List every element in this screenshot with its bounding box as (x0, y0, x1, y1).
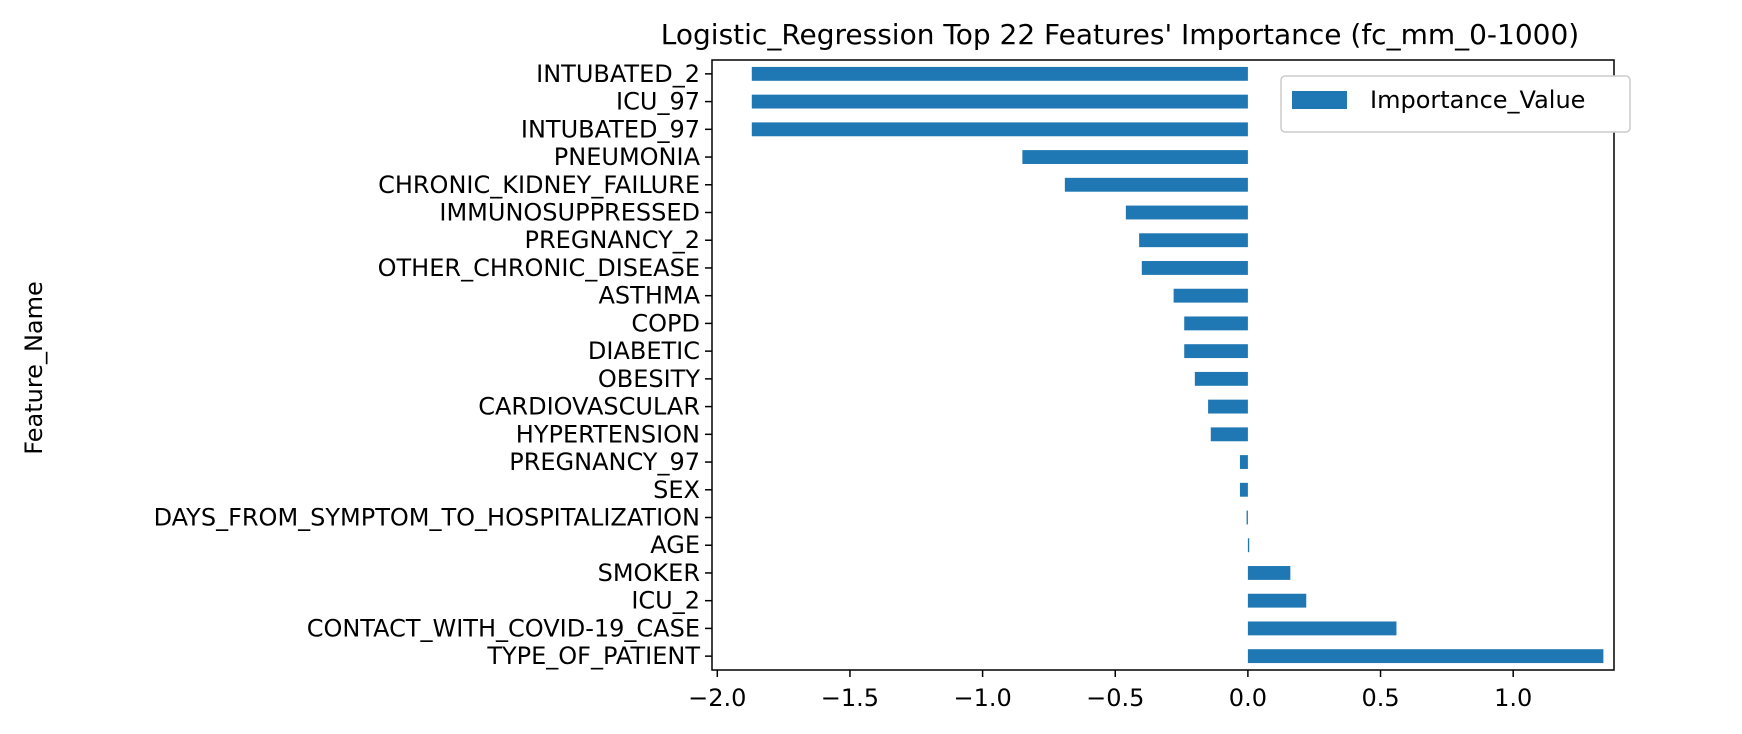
y-tick-label: CHRONIC_KIDNEY_FAILURE (378, 171, 700, 199)
y-tick-label: CARDIOVASCULAR (478, 393, 700, 421)
y-tick-label: PREGNANCY_97 (509, 448, 700, 476)
y-tick-label: DAYS_FROM_SYMPTOM_TO_HOSPITALIZATION (154, 504, 700, 532)
bar-copd (1184, 316, 1248, 331)
y-tick-label: INTUBATED_2 (536, 60, 700, 88)
y-tick-label: SMOKER (598, 559, 700, 587)
y-tick-label: IMMUNOSUPPRESSED (439, 199, 700, 227)
legend: Importance_Value (1280, 75, 1631, 133)
bar-smoker (1247, 566, 1291, 580)
x-tick-label: 1.0 (1494, 684, 1532, 712)
legend-frame (1280, 75, 1631, 133)
bar-sex (1239, 482, 1248, 497)
x-tick-label: 0.5 (1361, 684, 1399, 712)
bar-pneumonia (1022, 150, 1248, 164)
bar-hypertension (1210, 427, 1248, 442)
y-tick-label: HYPERTENSION (516, 420, 700, 448)
y-tick-label: DIABETIC (588, 337, 700, 365)
y-tick-label: SEX (653, 476, 700, 504)
bar-days-from-symptom-to-hospitalization (1246, 510, 1248, 525)
bar-icu-97 (751, 94, 1248, 109)
bar-asthma (1173, 288, 1248, 303)
x-tick-label: −1.5 (821, 684, 879, 712)
y-tick-label: PREGNANCY_2 (525, 226, 701, 254)
bar-icu-2 (1247, 593, 1307, 608)
bar-other-chronic-disease (1141, 261, 1248, 275)
x-tick-label: −2.0 (688, 684, 746, 712)
bar-chronic-kidney-failure (1064, 177, 1248, 192)
x-tick-label: 0.0 (1229, 684, 1267, 712)
bar-immunosuppressed (1125, 205, 1248, 220)
axes-layer: INTUBATED_2ICU_97INTUBATED_97PNEUMONIACH… (154, 59, 1615, 712)
y-tick-label: OBESITY (598, 365, 700, 393)
y-tick-label: AGE (650, 531, 700, 559)
y-tick-label: OTHER_CHRONIC_DISEASE (378, 254, 700, 282)
bar-contact-with-covid-19-case (1247, 621, 1397, 636)
legend-swatch (1292, 91, 1347, 109)
bar-diabetic (1184, 344, 1248, 359)
bar-obesity (1194, 371, 1248, 386)
y-tick-label: ICU_97 (616, 88, 700, 116)
bar-pregnancy-97 (1239, 455, 1248, 469)
plot-frame (711, 59, 1615, 671)
legend-label: Importance_Value (1370, 86, 1585, 114)
bar-pregnancy-2 (1139, 233, 1248, 248)
y-tick-label: TYPE_OF_PATIENT (486, 642, 700, 670)
y-axis-label: Feature_Name (20, 281, 48, 455)
bar-type-of-patient (1247, 649, 1604, 664)
y-tick-label: COPD (631, 309, 700, 337)
y-tick-label: INTUBATED_97 (521, 115, 700, 143)
chart-title: Logistic_Regression Top 22 Features' Imp… (661, 18, 1579, 51)
bar-cardiovascular (1208, 399, 1248, 414)
y-tick-label: ASTHMA (599, 282, 701, 310)
x-tick-label: −0.5 (1086, 684, 1144, 712)
y-tick-label: CONTACT_WITH_COVID-19_CASE (307, 614, 700, 642)
bars-layer (751, 66, 1604, 664)
bar-intubated-97 (751, 122, 1248, 137)
bar-age (1247, 538, 1250, 553)
x-tick-label: −1.0 (953, 684, 1011, 712)
y-tick-label: PNEUMONIA (554, 143, 701, 171)
y-tick-label: ICU_2 (631, 587, 700, 615)
bar-intubated-2 (751, 66, 1248, 81)
